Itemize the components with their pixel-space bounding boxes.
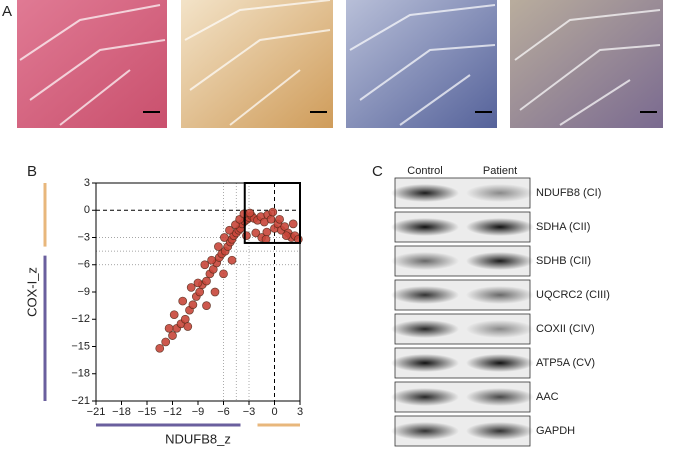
blot-band xyxy=(466,252,534,270)
blot-band xyxy=(391,354,459,372)
blot-band xyxy=(466,286,534,304)
blot-band xyxy=(466,388,534,406)
point xyxy=(251,228,261,238)
point xyxy=(168,331,177,340)
micrographs xyxy=(17,0,663,128)
point xyxy=(262,227,272,237)
point xyxy=(219,269,228,279)
point xyxy=(178,296,188,306)
point xyxy=(210,287,220,297)
point xyxy=(186,283,196,292)
y-tick-label: −6 xyxy=(77,259,90,271)
point xyxy=(207,255,216,265)
y-tick-label: 0 xyxy=(84,204,90,216)
point xyxy=(245,208,255,218)
x-tick-label: −6 xyxy=(217,406,230,418)
blot-band xyxy=(466,320,534,338)
row-label: SDHA (CII) xyxy=(536,221,590,233)
blot-band xyxy=(391,184,459,202)
scatter-plot: −21 −18 −15 −12 −9 −6 −3 0 3 −21 −18 −15 −12 −9 −6 −3 0 3… xyxy=(24,177,303,447)
point xyxy=(227,255,237,265)
panel-label: B xyxy=(27,163,37,180)
panel-label: C xyxy=(372,163,383,180)
blot-band xyxy=(466,184,534,202)
point xyxy=(275,214,284,224)
row-label: COXII (CIV) xyxy=(536,323,595,335)
row-label: ATP5A (CV) xyxy=(536,357,595,369)
x-axis-label: NDUFB8_z xyxy=(165,431,231,446)
blot-band xyxy=(466,422,534,440)
point xyxy=(183,322,193,331)
panel-label: A xyxy=(2,3,12,20)
blot-band xyxy=(466,354,534,372)
x-tick-label: 0 xyxy=(271,406,277,418)
y-tick-label: 3 xyxy=(84,177,90,189)
blot-band xyxy=(466,218,534,236)
row-label: AAC xyxy=(536,391,559,403)
column-label: Control xyxy=(407,165,442,177)
image xyxy=(346,0,497,128)
blot-band xyxy=(391,252,459,270)
point xyxy=(202,276,211,286)
point xyxy=(268,207,278,217)
y-tick-label: −9 xyxy=(77,286,90,298)
point xyxy=(288,219,298,229)
x-tick-label: −21 xyxy=(87,406,106,418)
row-label: UQCRC2 (CIII) xyxy=(536,289,610,301)
point xyxy=(193,278,203,288)
image xyxy=(17,0,167,128)
point xyxy=(164,323,174,333)
x-tick-label: −3 xyxy=(243,406,256,418)
point xyxy=(214,242,223,251)
point xyxy=(188,300,198,310)
point xyxy=(266,214,276,224)
point xyxy=(202,301,211,310)
y-axis-label: COX-I_z xyxy=(24,267,39,317)
point xyxy=(200,260,210,270)
column-label: Patient xyxy=(483,165,517,177)
x-tick-label: 3 xyxy=(297,406,303,418)
western-blot: Control Patient NDUFB8 (CI) SDHA (CII) SDHB … xyxy=(391,165,610,447)
row-label: SDHB (CII) xyxy=(536,255,591,267)
blot-band xyxy=(391,388,459,406)
point xyxy=(242,231,251,241)
blot-band xyxy=(391,422,459,440)
point xyxy=(180,314,190,324)
y-tick-label: −15 xyxy=(71,340,90,352)
blot-band xyxy=(391,218,459,236)
point xyxy=(195,287,205,297)
blot-band xyxy=(391,286,459,304)
blot-band xyxy=(391,320,459,338)
point xyxy=(155,343,165,353)
x-tick-label: −15 xyxy=(138,406,157,418)
y-tick-label: −12 xyxy=(71,313,90,325)
point xyxy=(169,310,179,320)
y-tick-label: −18 xyxy=(71,368,90,380)
row-label: GAPDH xyxy=(536,425,575,437)
row-label: NDUFB8 (CI) xyxy=(536,187,601,199)
x-tick-label: −12 xyxy=(163,406,182,418)
point xyxy=(225,225,234,235)
y-tick-label: −21 xyxy=(71,395,90,407)
point xyxy=(282,231,291,241)
point xyxy=(161,337,171,347)
x-tick-label: −18 xyxy=(112,406,131,418)
image xyxy=(181,0,333,128)
x-tick-label: −9 xyxy=(192,406,205,418)
point xyxy=(220,233,229,242)
y-tick-label: −3 xyxy=(77,231,90,243)
image xyxy=(510,0,663,128)
